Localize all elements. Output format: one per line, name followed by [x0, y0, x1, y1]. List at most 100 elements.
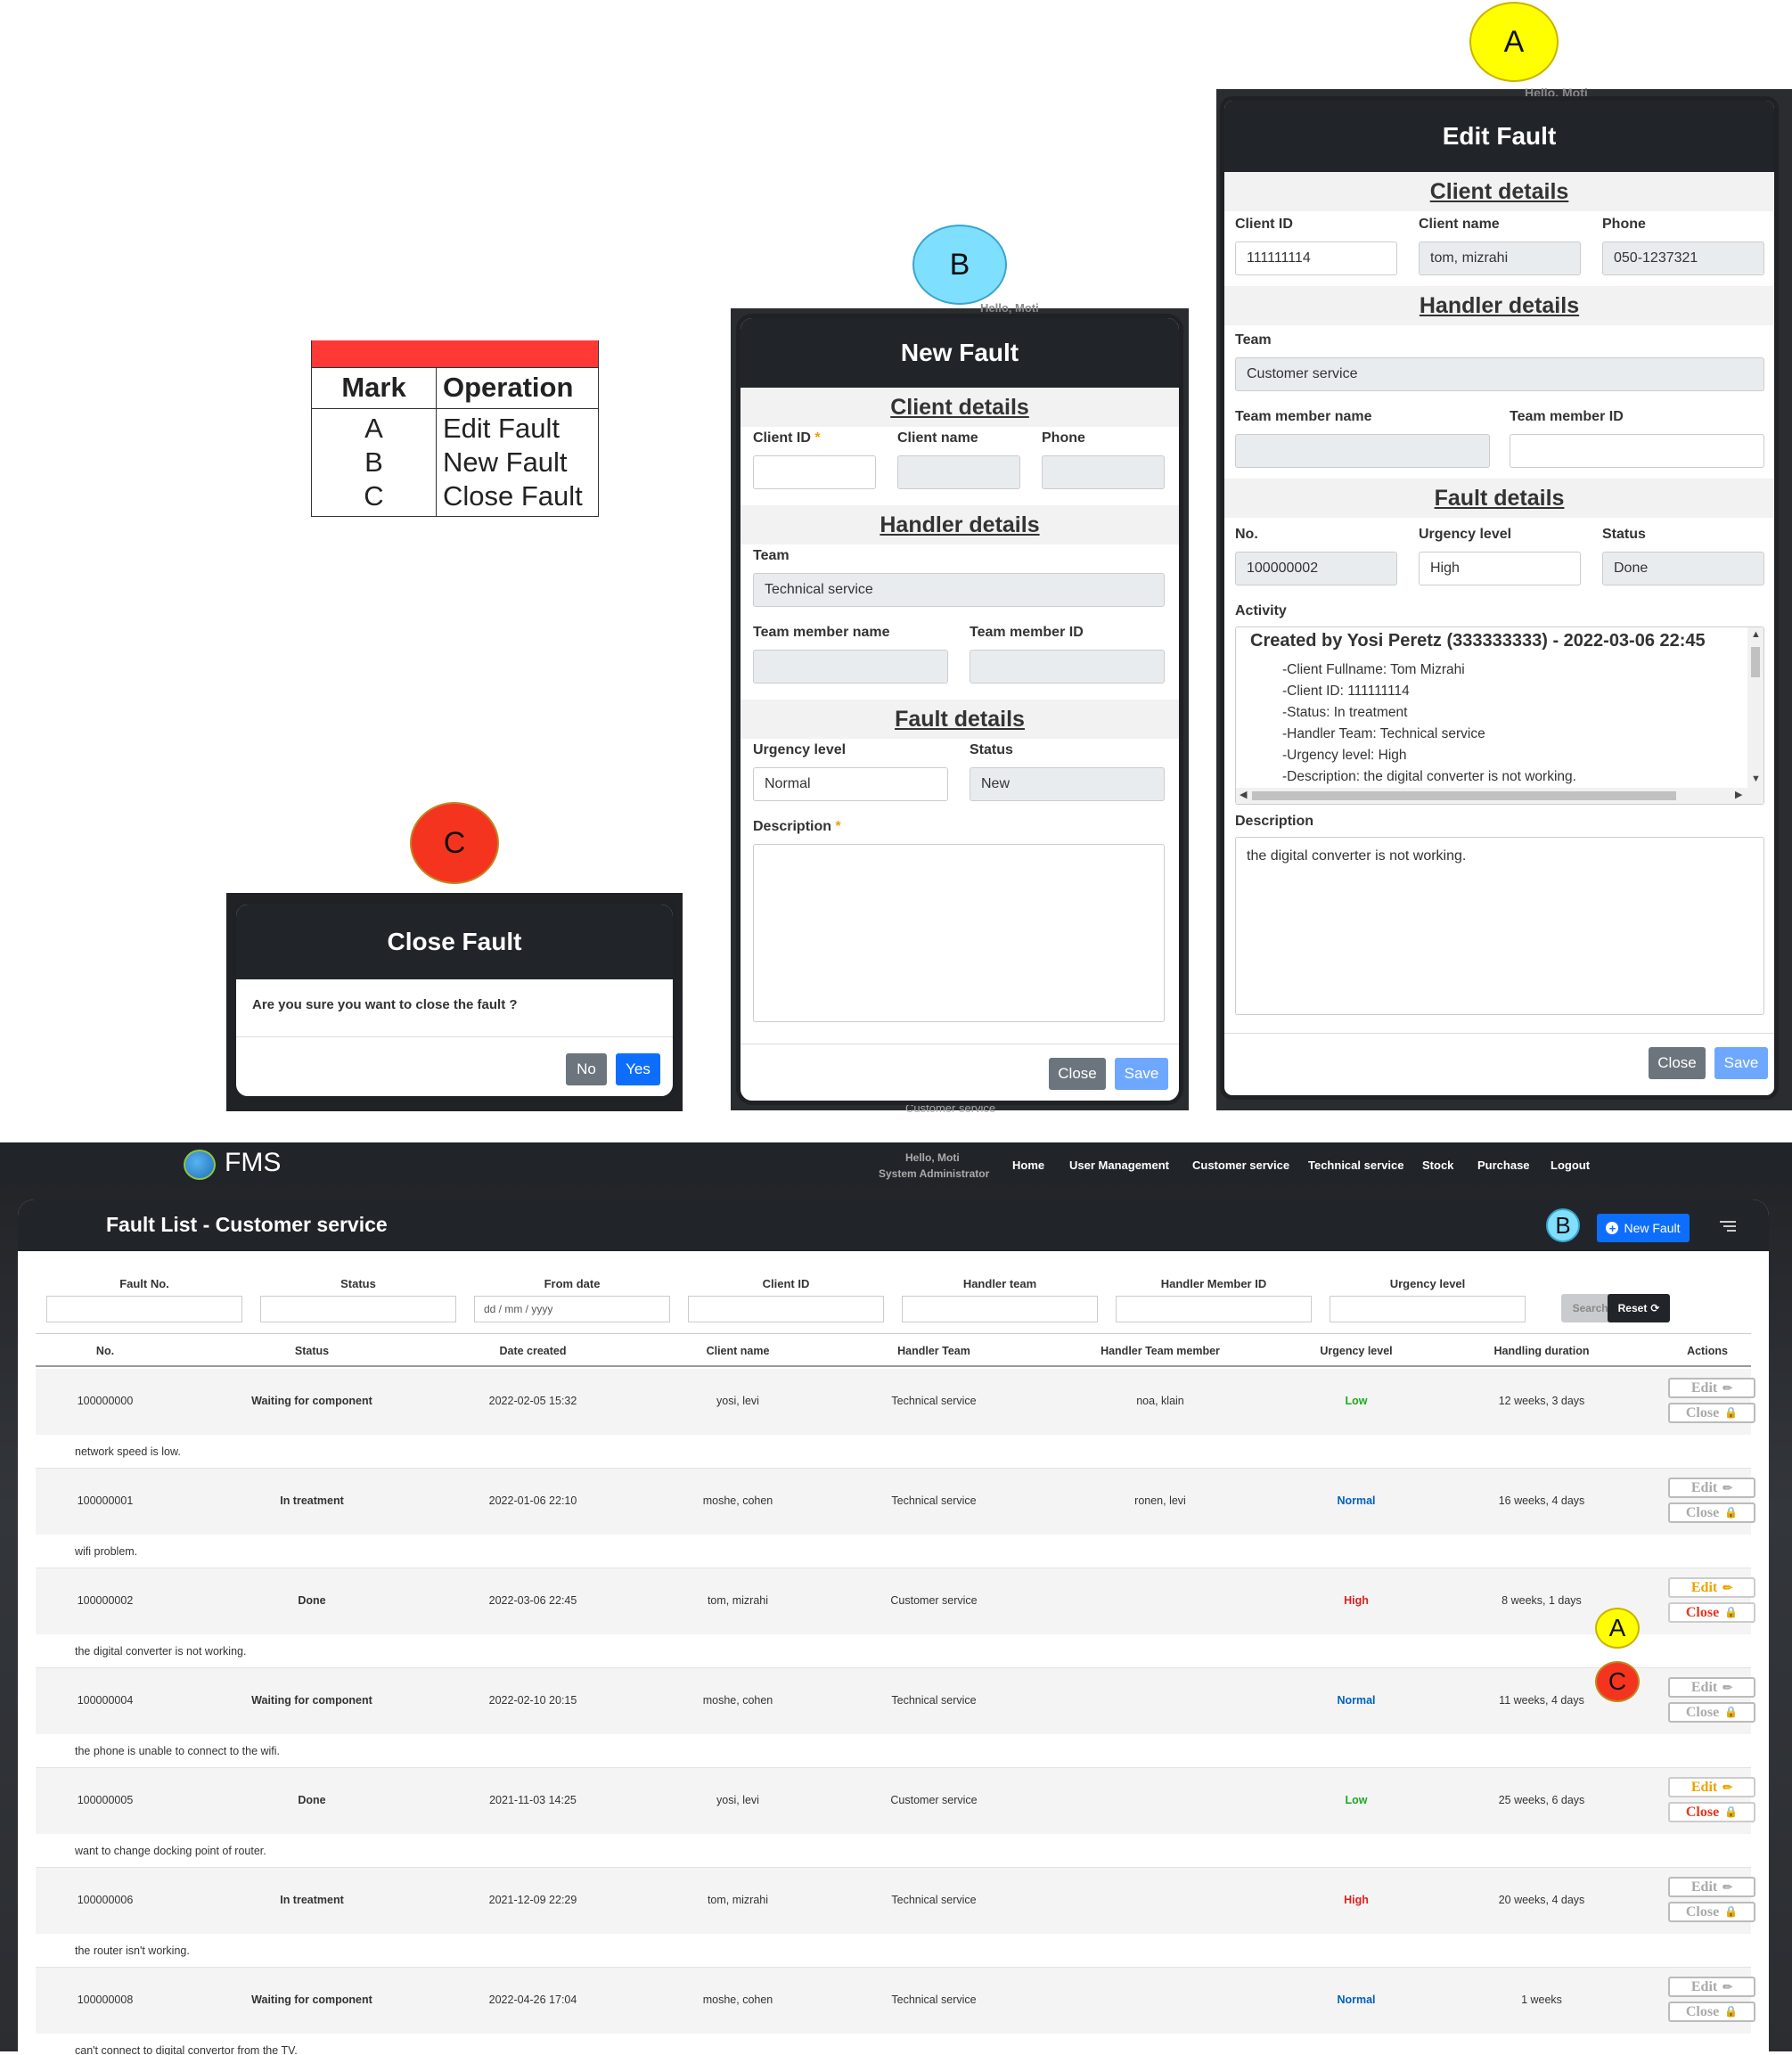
col-actions: Actions [1687, 1345, 1728, 1357]
cell-duration: 16 weeks, 4 days [1498, 1494, 1585, 1507]
col-no: No. [95, 1345, 115, 1357]
filter-status-input[interactable] [260, 1296, 456, 1322]
activity-log[interactable]: Created by Yosi Peretz (333333333) - 202… [1235, 626, 1764, 805]
hamburger-icon[interactable] [1720, 1221, 1736, 1232]
cell-status: Waiting for component [251, 1395, 372, 1407]
new-close-button[interactable]: Close [1049, 1058, 1106, 1090]
close-button[interactable]: Close 🔒 [1668, 2002, 1755, 2022]
filter-urgency-input[interactable] [1330, 1296, 1526, 1322]
edit-team-member-id-label: Team member ID [1510, 409, 1624, 424]
new-save-button[interactable]: Save [1115, 1058, 1168, 1090]
cell-date: 2021-12-09 22:29 [488, 1894, 577, 1906]
vertical-scrollbar[interactable]: ▲ ▼ [1747, 627, 1763, 788]
legend-operation: New Fault [436, 444, 599, 480]
edit-client-id-label: Client ID [1235, 217, 1293, 232]
cell-urgency: Normal [1337, 1994, 1376, 2006]
edit-close-button[interactable]: Close [1649, 1047, 1706, 1079]
nav-stock[interactable]: Stock [1422, 1158, 1454, 1172]
edit-button[interactable]: Edit ✏ [1668, 1478, 1755, 1498]
edit-save-button[interactable]: Save [1714, 1047, 1768, 1079]
marker-a-row: A [1595, 1608, 1640, 1649]
lock-icon: 🔒 [1724, 1706, 1739, 1718]
close-button[interactable]: Close 🔒 [1668, 1802, 1755, 1822]
nav-home[interactable]: Home [1012, 1158, 1045, 1172]
filter-client-id-input[interactable] [688, 1296, 884, 1322]
nav-purchase[interactable]: Purchase [1477, 1158, 1530, 1172]
team-field: Technical service [753, 573, 1165, 607]
edit-label: Edit [1690, 1579, 1718, 1595]
edit-description-textarea[interactable]: the digital converter is not working. [1235, 837, 1764, 1015]
edit-team-member-name-label: Team member name [1235, 409, 1372, 424]
edit-team-member-id-input[interactable] [1510, 434, 1764, 468]
close-button[interactable]: Close 🔒 [1668, 1602, 1755, 1623]
team-member-name-label: Team member name [753, 625, 890, 640]
cell-no: 100000006 [77, 1894, 134, 1906]
yes-button[interactable]: Yes [616, 1053, 660, 1085]
activity-label: Activity [1235, 603, 1287, 618]
cell-team: Customer service [890, 1594, 978, 1607]
nav-technical-service[interactable]: Technical service [1308, 1158, 1404, 1172]
pencil-icon: ✏ [1722, 1979, 1733, 1994]
edit-description-label: Description [1235, 814, 1314, 829]
nav-user-management[interactable]: User Management [1069, 1158, 1169, 1172]
cell-date: 2022-02-10 20:15 [488, 1694, 577, 1707]
edit-urgency-select[interactable]: High [1419, 552, 1581, 585]
filter-from-date-input[interactable]: dd / mm / yyyy [474, 1296, 670, 1322]
description-textarea[interactable] [753, 844, 1165, 1022]
activity-line: -Description: the digital converter is n… [1282, 769, 1576, 784]
navbar: FMS Hello, Moti System Administrator Hom… [0, 1142, 1792, 1187]
fault-list-card: Fault List - Customer service B + New Fa… [18, 1199, 1769, 2055]
close-button[interactable]: Close 🔒 [1668, 1502, 1755, 1523]
fms-app: FMS Hello, Moti System Administrator Hom… [0, 1142, 1792, 2055]
fault-details-title: Fault details [741, 700, 1179, 739]
filter-fault-no-input[interactable] [46, 1296, 242, 1322]
edit-client-details-title: Client details [1224, 172, 1774, 211]
new-fault-button[interactable]: + New Fault [1597, 1214, 1690, 1242]
no-button[interactable]: No [566, 1053, 607, 1085]
edit-button[interactable]: Edit ✏ [1668, 1977, 1755, 1997]
edit-button[interactable]: Edit ✏ [1668, 1877, 1755, 1897]
close-button[interactable]: Close 🔒 [1668, 1902, 1755, 1922]
legend-mark: C [311, 479, 437, 517]
edit-team-member-name-field [1235, 434, 1490, 468]
row-description: network speed is low. [75, 1445, 181, 1458]
fms-logo[interactable]: FMS [225, 1148, 282, 1177]
cell-no: 100000005 [77, 1794, 134, 1806]
pencil-icon: ✏ [1722, 1680, 1733, 1694]
reset-filter-button[interactable]: Reset ⟳ [1608, 1294, 1670, 1322]
close-button[interactable]: Close 🔒 [1668, 1702, 1755, 1723]
cell-urgency: Low [1345, 1395, 1368, 1407]
activity-line: -Handler Team: Technical service [1282, 726, 1485, 741]
edit-button[interactable]: Edit ✏ [1668, 1577, 1755, 1598]
user-role: System Administrator [879, 1167, 990, 1180]
table-row: 100000000 Waiting for component 2022-02-05… [36, 1369, 1755, 1469]
nav-customer-service[interactable]: Customer service [1192, 1158, 1290, 1172]
pencil-icon: ✏ [1722, 1480, 1733, 1494]
filter-handler-team-input[interactable] [902, 1296, 1098, 1322]
edit-client-id-input[interactable]: 111111114 [1235, 242, 1397, 275]
cell-client: moshe, cohen [702, 1994, 773, 2006]
cell-status: Waiting for component [251, 1694, 372, 1707]
edit-button[interactable]: Edit ✏ [1668, 1777, 1755, 1797]
row-description: the digital converter is not working. [75, 1645, 247, 1658]
nav-logout[interactable]: Logout [1551, 1158, 1591, 1172]
close-button[interactable]: Close 🔒 [1668, 1403, 1755, 1423]
close-label: Close [1685, 1704, 1720, 1720]
card-header: Fault List - Customer service B + New Fa… [18, 1199, 1769, 1251]
edit-client-name-field: tom, mizrahi [1419, 242, 1581, 275]
edit-button[interactable]: Edit ✏ [1668, 1378, 1755, 1398]
urgency-level-select[interactable]: Normal [753, 767, 948, 801]
client-id-input[interactable] [753, 455, 876, 489]
edit-button[interactable]: Edit ✏ [1668, 1677, 1755, 1698]
filter-handler-member-input[interactable] [1116, 1296, 1312, 1322]
cell-duration: 25 weeks, 6 days [1498, 1794, 1585, 1806]
marker-c-top: C [410, 802, 499, 884]
cell-urgency: Normal [1337, 1694, 1376, 1707]
lock-icon: 🔒 [1724, 1905, 1739, 1918]
edit-label: Edit [1690, 1978, 1718, 1994]
legend-red-bar [311, 340, 599, 367]
team-member-id-field [970, 650, 1165, 684]
horizontal-scrollbar[interactable]: ◀ ▶ [1236, 788, 1763, 804]
globe-logo-icon[interactable] [184, 1150, 216, 1180]
hello-user: Hello, Moti [905, 1151, 960, 1164]
